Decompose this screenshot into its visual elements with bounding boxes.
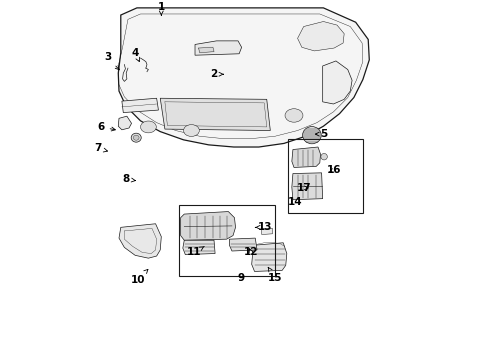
Text: 16: 16	[326, 165, 341, 175]
Text: 3: 3	[103, 52, 119, 70]
Bar	[287, 139, 362, 213]
Polygon shape	[180, 212, 235, 240]
Text: 9: 9	[237, 273, 244, 283]
Polygon shape	[291, 173, 322, 200]
Text: 7: 7	[94, 143, 107, 153]
Ellipse shape	[285, 109, 303, 122]
Polygon shape	[195, 41, 241, 55]
Text: 1: 1	[157, 2, 164, 15]
Text: 2: 2	[210, 69, 223, 79]
Polygon shape	[118, 116, 131, 130]
Polygon shape	[297, 22, 344, 51]
Text: 15: 15	[267, 267, 282, 283]
Ellipse shape	[183, 125, 199, 136]
Polygon shape	[261, 228, 272, 234]
Ellipse shape	[302, 127, 321, 144]
Text: 17: 17	[296, 183, 310, 193]
Text: 13: 13	[255, 222, 272, 232]
Polygon shape	[118, 8, 368, 147]
Bar	[179, 205, 275, 276]
Text: 12: 12	[243, 247, 258, 257]
Text: 10: 10	[130, 269, 148, 285]
Polygon shape	[122, 98, 158, 113]
Polygon shape	[160, 98, 270, 131]
Text: 11: 11	[187, 246, 204, 257]
Ellipse shape	[320, 153, 326, 160]
Ellipse shape	[131, 133, 141, 142]
Text: 14: 14	[287, 197, 302, 207]
Text: 8: 8	[122, 174, 135, 184]
Polygon shape	[183, 240, 215, 255]
Text: 6: 6	[97, 122, 115, 132]
Text: 5: 5	[315, 129, 326, 139]
Ellipse shape	[140, 121, 156, 133]
Polygon shape	[322, 61, 351, 104]
Polygon shape	[229, 238, 257, 251]
Polygon shape	[291, 147, 320, 167]
Polygon shape	[119, 224, 161, 258]
Text: 4: 4	[131, 48, 139, 62]
Ellipse shape	[133, 135, 139, 140]
Polygon shape	[251, 243, 286, 271]
Polygon shape	[198, 47, 214, 53]
